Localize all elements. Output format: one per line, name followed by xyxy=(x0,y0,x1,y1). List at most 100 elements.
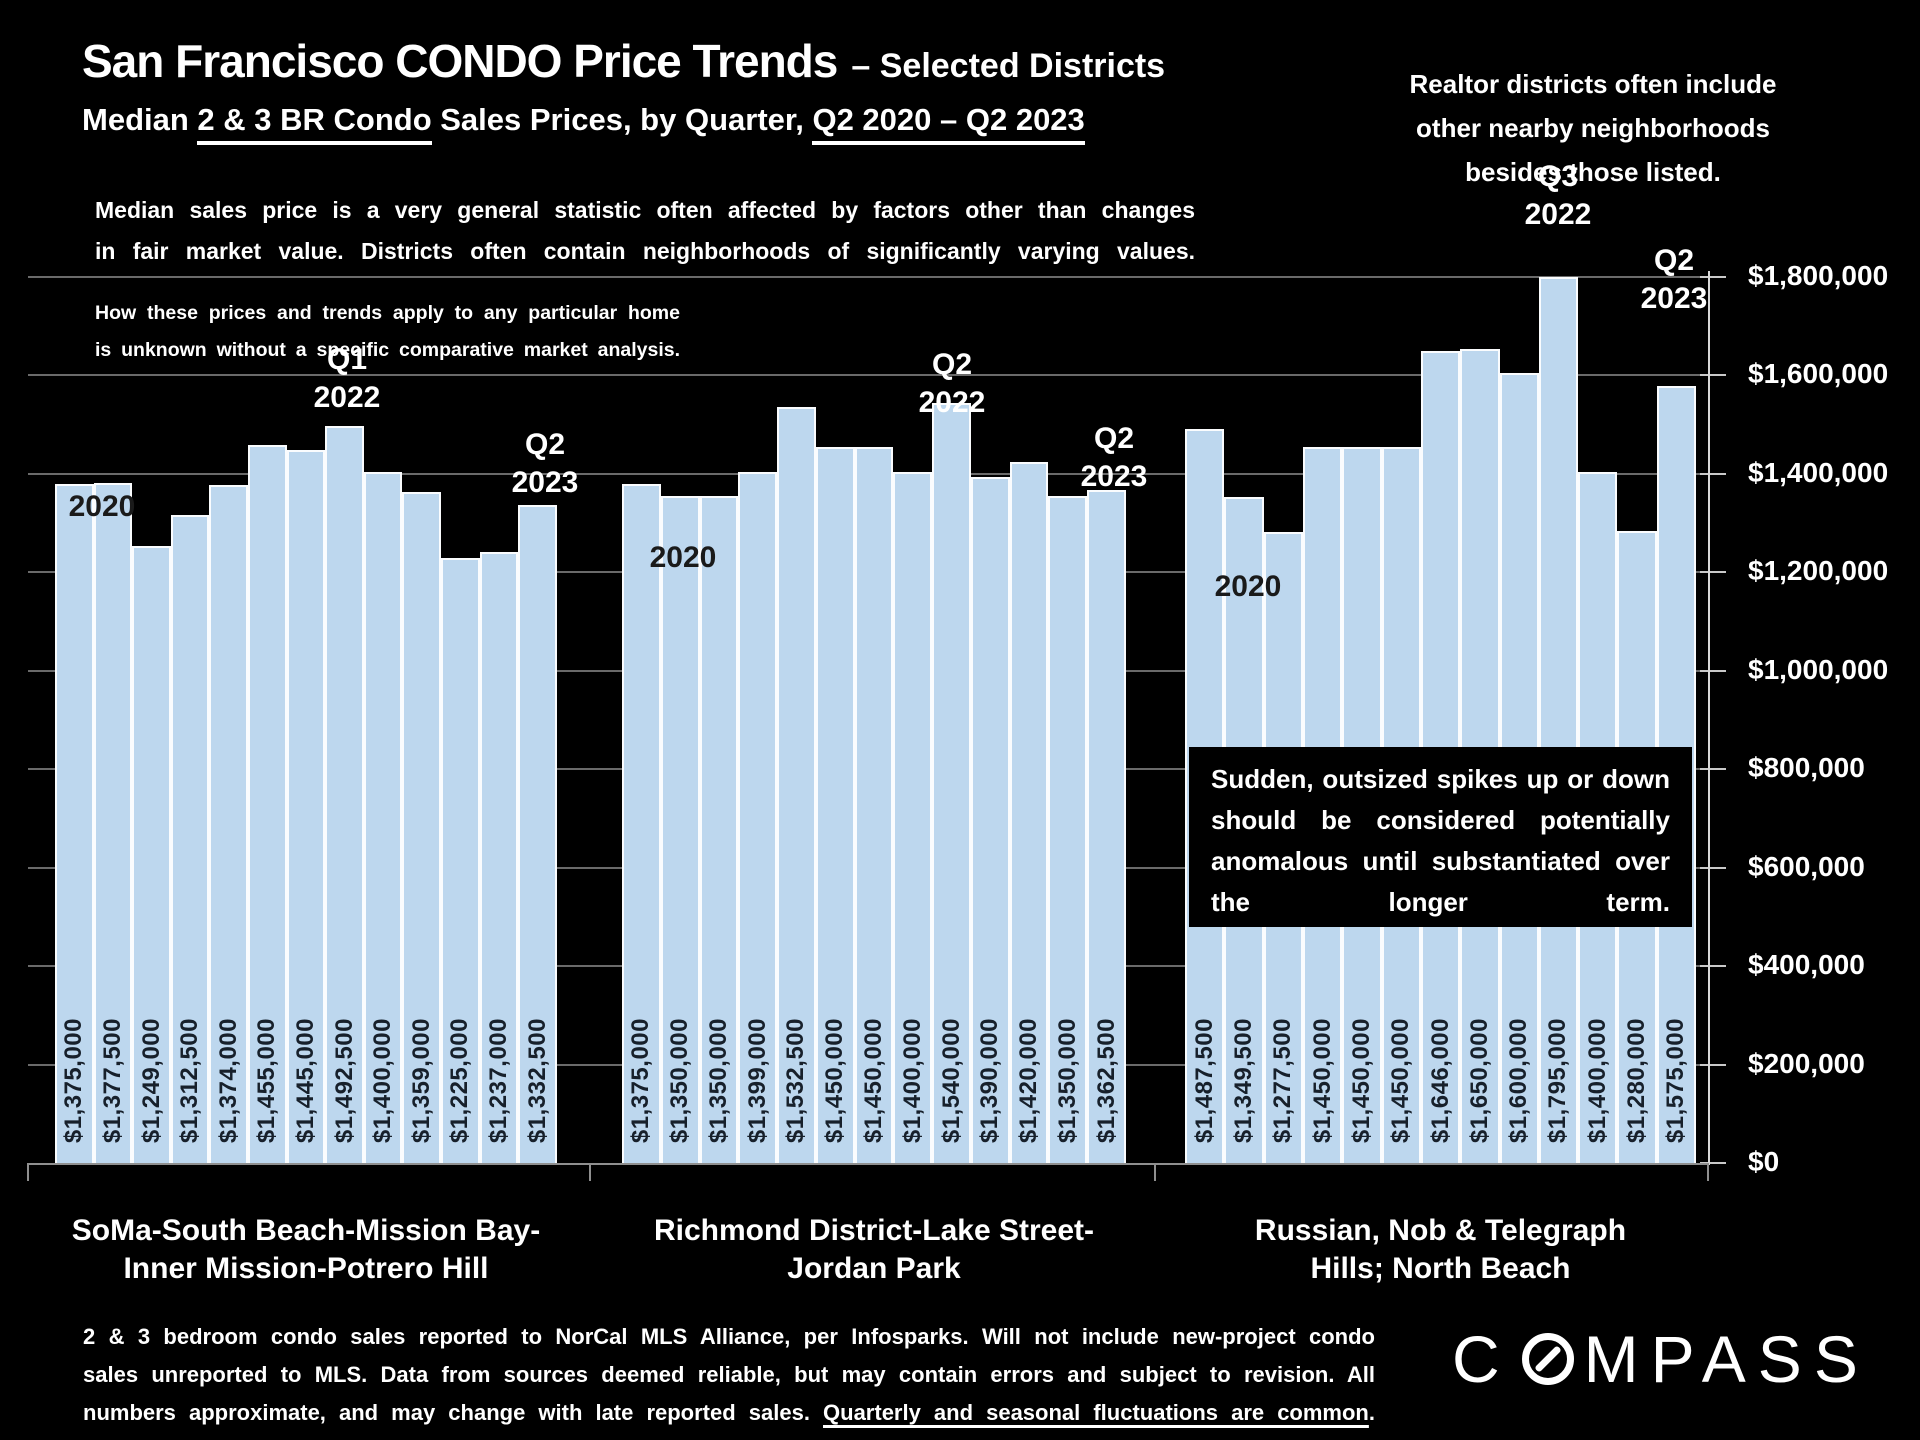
footnote-line: numbers approximate, and may change with… xyxy=(83,1400,1375,1425)
median-price-disclaimer: Median sales price is a very general sta… xyxy=(95,190,1195,272)
bar: $1,399,000 xyxy=(738,472,778,1163)
bar-value-label: $1,375,000 xyxy=(60,1017,88,1143)
bar-value-label: $1,450,000 xyxy=(1308,1017,1336,1143)
bar-value-label: $1,400,000 xyxy=(369,1017,397,1143)
bar-value-label: $1,445,000 xyxy=(291,1017,319,1143)
y-axis-tick-label: $400,000 xyxy=(1748,949,1865,981)
group-label: Russian, Nob & Telegraph Hills; North Be… xyxy=(1254,1214,1627,1285)
bar-value-label: $1,450,000 xyxy=(821,1017,849,1143)
y-axis-tick-label: $1,800,000 xyxy=(1748,260,1889,291)
bar-value-label: $1,400,000 xyxy=(898,1017,926,1143)
group-label: SoMa-South Beach-Mission Bay- Inner Miss… xyxy=(71,1214,541,1285)
annotation-year-2020: 2020 xyxy=(68,490,136,523)
page-title: San Francisco CONDO Price Trends – Select… xyxy=(82,34,1165,88)
bar-group: $1,375,000 $1,350,000 $1,350,000 $1,399,000… xyxy=(622,217,1126,1163)
bar-value-label: $1,492,500 xyxy=(330,1017,358,1143)
y-axis-tick xyxy=(1700,571,1726,574)
source-footnote: 2 & 3 bedroom condo sales reported to No… xyxy=(83,1318,1375,1432)
bar: $1,225,000 xyxy=(441,558,480,1163)
bar: $1,375,000 xyxy=(55,484,94,1163)
bar: $1,540,000 xyxy=(932,403,971,1163)
bar: $1,350,000 xyxy=(660,496,700,1163)
y-axis-tick-label: $800,000 xyxy=(1748,752,1865,784)
gridline xyxy=(28,374,1708,377)
x-axis-group-tick xyxy=(27,1163,29,1181)
bar-value-label: $1,359,000 xyxy=(407,1017,435,1143)
bar: $1,795,000 xyxy=(1538,277,1579,1163)
disclaimer-line: is unknown without a specific comparativ… xyxy=(95,339,680,361)
disclaimer-line: in fair market value. Districts often co… xyxy=(95,238,1195,264)
disclaimer-line: How these prices and trends apply to any… xyxy=(95,302,680,324)
y-axis-line xyxy=(1708,271,1710,1165)
subtitle-underlined-2: Q2 2020 – Q2 2023 xyxy=(812,102,1085,145)
bar-value-label: $1,280,000 xyxy=(1623,1017,1651,1143)
compass-slashed-o-icon xyxy=(1521,1333,1574,1385)
x-axis-group-tick xyxy=(589,1163,591,1181)
logo-letter-c: C xyxy=(1452,1322,1512,1396)
bar-value-label: $1,349,500 xyxy=(1229,1017,1257,1143)
y-axis-tick-label: $1,400,000 xyxy=(1748,456,1889,488)
group-label: Richmond District-Lake Street- Jordan Pa… xyxy=(653,1214,1095,1285)
bar: $1,377,500 xyxy=(93,483,133,1163)
subtitle-mid: Sales Prices, by Quarter, xyxy=(431,102,813,137)
bar: $1,350,000 xyxy=(1048,496,1088,1163)
bar: $1,400,000 xyxy=(363,472,403,1163)
bar-value-label: $1,362,500 xyxy=(1092,1017,1120,1143)
bar-value-label: $1,540,000 xyxy=(937,1017,965,1143)
annotation-quarter: Q2 2022 xyxy=(918,348,986,419)
annotation-year-2020: 2020 xyxy=(1214,570,1282,603)
bar-value-label: $1,312,500 xyxy=(176,1017,204,1143)
bar-value-label: $1,450,000 xyxy=(1347,1017,1375,1143)
bar-value-label: $1,277,500 xyxy=(1269,1017,1297,1143)
bar-value-label: $1,237,000 xyxy=(485,1017,512,1143)
bar: $1,532,500 xyxy=(777,407,816,1163)
bar: $1,332,500 xyxy=(518,505,557,1163)
y-axis-tick-label: $0 xyxy=(1748,1146,1780,1177)
bar: $1,362,500 xyxy=(1087,490,1126,1163)
bar-value-label: $1,332,500 xyxy=(523,1017,551,1143)
bar-value-label: $1,650,000 xyxy=(1465,1017,1493,1143)
disclaimer-line: Median sales price is a very general sta… xyxy=(95,197,1195,223)
realtor-districts-note: Realtor districts often include other ne… xyxy=(1409,69,1777,187)
bar-value-label: $1,249,000 xyxy=(137,1017,165,1143)
y-axis-tick-label: $1,200,000 xyxy=(1748,555,1889,587)
bar-value-label: $1,532,500 xyxy=(782,1017,810,1143)
bar-value-label: $1,600,000 xyxy=(1505,1017,1533,1143)
bar-value-label: $1,375,000 xyxy=(627,1017,655,1143)
y-axis-tick-label: $1,000,000 xyxy=(1748,653,1889,685)
bar: $1,374,000 xyxy=(209,485,249,1163)
bar: $1,455,000 xyxy=(248,445,287,1163)
y-axis-tick xyxy=(1700,276,1726,278)
bar: $1,492,500 xyxy=(325,426,364,1163)
subtitle-underlined-1: 2 & 3 BR Condo xyxy=(197,102,432,145)
bar-value-label: $1,350,000 xyxy=(1053,1017,1081,1143)
anomaly-note-box: Sudden, outsized spikes up or down shoul… xyxy=(1189,747,1692,927)
gridline xyxy=(28,276,1708,278)
bar-value-label: $1,795,000 xyxy=(1544,1017,1572,1143)
x-axis-line xyxy=(28,1163,1708,1165)
bar: $1,375,000 xyxy=(622,484,661,1163)
bar-value-label: $1,450,000 xyxy=(859,1017,887,1143)
footnote-underlined: Quarterly and seasonal fluctuations are … xyxy=(823,1400,1369,1425)
compass-logo: C MPASS xyxy=(1452,1326,1870,1392)
bar-group: $1,375,000 $1,377,500 $1,249,000 $1,312,500… xyxy=(55,217,557,1163)
y-axis-tick xyxy=(1700,768,1726,771)
bar-value-label: $1,350,000 xyxy=(666,1017,694,1143)
bar: $1,450,000 xyxy=(815,447,855,1163)
y-axis-tick xyxy=(1700,374,1726,377)
annotation-quarter: Q2 2023 xyxy=(1640,244,1708,315)
footnote-line: sales unreported to MLS. Data from sourc… xyxy=(83,1362,1375,1387)
x-axis-group-tick xyxy=(1154,1163,1156,1181)
bar-value-label: $1,420,000 xyxy=(1015,1017,1043,1143)
annotation-year-2020: 2020 xyxy=(649,541,717,574)
bar-value-label: $1,377,500 xyxy=(98,1017,126,1143)
bar-value-label: $1,374,000 xyxy=(214,1017,242,1143)
bar-value-label: $1,350,000 xyxy=(704,1017,732,1143)
anomaly-note-text: Sudden, outsized spikes up or down shoul… xyxy=(1211,764,1670,917)
bar: $1,390,000 xyxy=(970,477,1010,1163)
bar-group: $1,487,500 $1,349,500 $1,277,500 $1,450,000… xyxy=(1185,217,1697,1163)
footnote-line: 2 & 3 bedroom condo sales reported to No… xyxy=(83,1324,1375,1349)
y-axis-tick xyxy=(1700,965,1726,968)
subtitle-prefix: Median xyxy=(82,102,198,137)
